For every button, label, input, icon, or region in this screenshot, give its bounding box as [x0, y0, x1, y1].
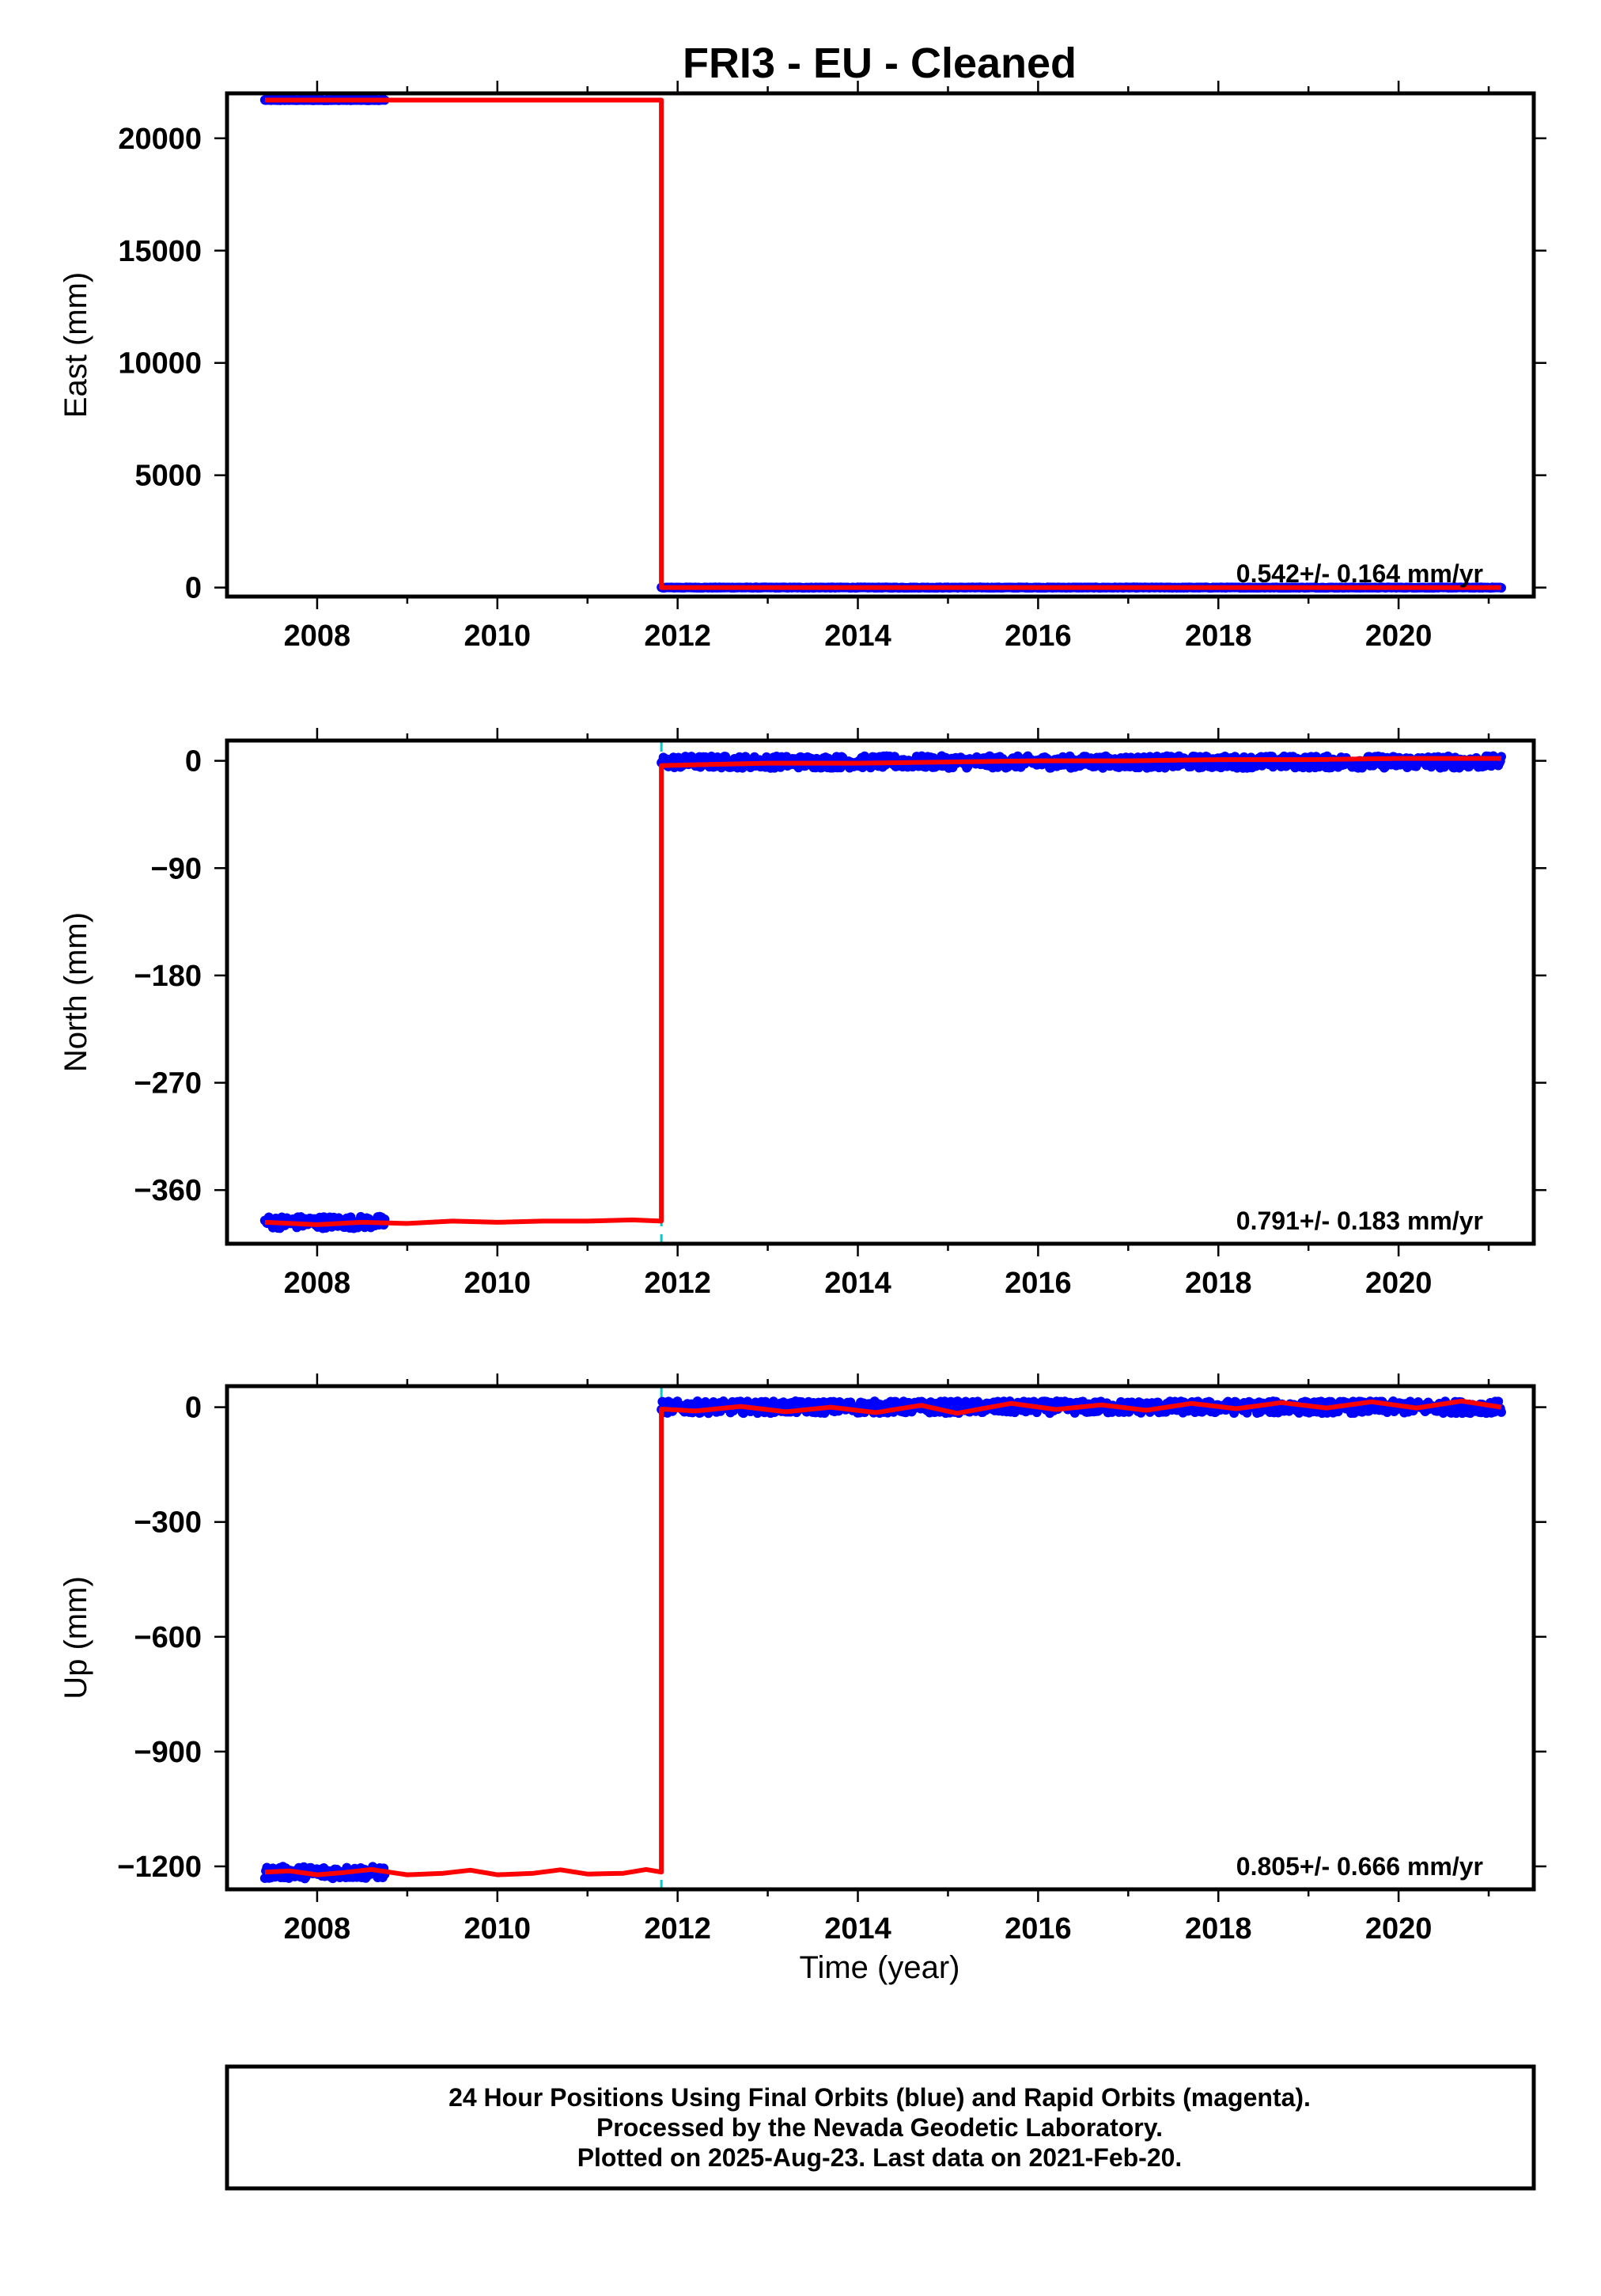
caption-line-3: Plotted on 2025-Aug-23. Last data on 202…: [577, 2143, 1183, 2172]
panel-up: 2008 2010 2012 2014 2016 2018 2020 0 −300 −600 −90…: [59, 1373, 1546, 1946]
x-tick-label: 2018: [1185, 1267, 1252, 1300]
x-tick-label: 2012: [644, 1267, 711, 1300]
y-tick-label: 0: [185, 572, 202, 605]
panel-east: 2008 2010 2012 2014 2016 2018 2020 0 5000 10000 15…: [59, 81, 1546, 653]
caption-line-2: Processed by the Nevada Geodetic Laborat…: [596, 2113, 1163, 2142]
x-tick-label: 2010: [464, 1912, 532, 1946]
y-tick-label: 10000: [118, 347, 202, 381]
y-tick-label: 5000: [134, 460, 202, 493]
x-tick-label: 2020: [1365, 1912, 1433, 1946]
velocity-annotation: 0.791+/- 0.183 mm/yr: [1236, 1207, 1483, 1235]
velocity-annotation: 0.542+/- 0.164 mm/yr: [1236, 559, 1483, 588]
data-point: [1496, 1407, 1506, 1417]
y-tick-label: −90: [151, 852, 202, 885]
plot-area: [259, 95, 1506, 593]
y-tick-label: 15000: [118, 235, 202, 268]
plot-area: [259, 1386, 1506, 1889]
y-axis-label: Up (mm): [59, 1576, 93, 1699]
x-tick-label: 2008: [284, 1912, 351, 1946]
y-tick-label: −900: [134, 1736, 202, 1769]
x-tick-label: 2016: [1005, 619, 1072, 653]
y-tick-label: 0: [185, 1392, 202, 1425]
x-tick-label: 2020: [1365, 1267, 1433, 1300]
model-fit-line: [264, 1398, 1502, 1877]
y-tick-label: −1200: [117, 1851, 202, 1884]
caption-box: 24 Hour Positions Using Final Orbits (bl…: [225, 2064, 1536, 2191]
x-tick-label: 2014: [824, 619, 891, 653]
y-tick-label: −300: [134, 1506, 202, 1540]
y-axis-label: East (mm): [59, 272, 93, 418]
model-fit-line: [264, 97, 1501, 590]
y-tick-label: −270: [134, 1067, 202, 1101]
panel-frame: [225, 91, 1536, 599]
x-tick-label: 2012: [644, 619, 711, 653]
x-tick-label: 2014: [824, 1912, 891, 1946]
x-tick-label: 2008: [284, 1267, 351, 1300]
x-tick-label: 2008: [284, 619, 351, 653]
x-tick-label: 2010: [464, 619, 532, 653]
chart-title: FRI3 - EU - Cleaned: [683, 40, 1077, 87]
panels: 2008 2010 2012 2014 2016 2018 2020 0 5000 10000 15…: [59, 81, 1546, 1946]
x-tick-label: 2018: [1185, 619, 1252, 653]
data-point: [1242, 1408, 1252, 1418]
x-axis-label: Time (year): [800, 1950, 960, 1985]
x-tick-label: 2010: [464, 1267, 532, 1300]
panel-north: 2008 2010 2012 2014 2016 2018 2020 0 −90 −180 −270…: [59, 728, 1546, 1300]
y-tick-label: 0: [185, 745, 202, 779]
x-tick-label: 2016: [1005, 1267, 1072, 1300]
velocity-annotation: 0.805+/- 0.666 mm/yr: [1236, 1852, 1483, 1881]
plot-area: [259, 741, 1506, 1244]
model-fit-line: [264, 756, 1501, 1227]
y-tick-label: −360: [134, 1174, 202, 1207]
y-axis-label: North (mm): [59, 912, 93, 1072]
x-tick-label: 2016: [1005, 1912, 1072, 1946]
y-tick-label: 20000: [118, 123, 202, 156]
panel-frame: [225, 1384, 1536, 1892]
panel-frame: [225, 738, 1536, 1246]
x-tick-label: 2018: [1185, 1912, 1252, 1946]
caption-line-1: 24 Hour Positions Using Final Orbits (bl…: [449, 2083, 1311, 2112]
y-tick-label: −600: [134, 1621, 202, 1654]
x-tick-label: 2014: [824, 1267, 891, 1300]
x-tick-label: 2020: [1365, 619, 1433, 653]
x-tick-label: 2012: [644, 1912, 711, 1946]
y-tick-label: −180: [134, 960, 202, 993]
